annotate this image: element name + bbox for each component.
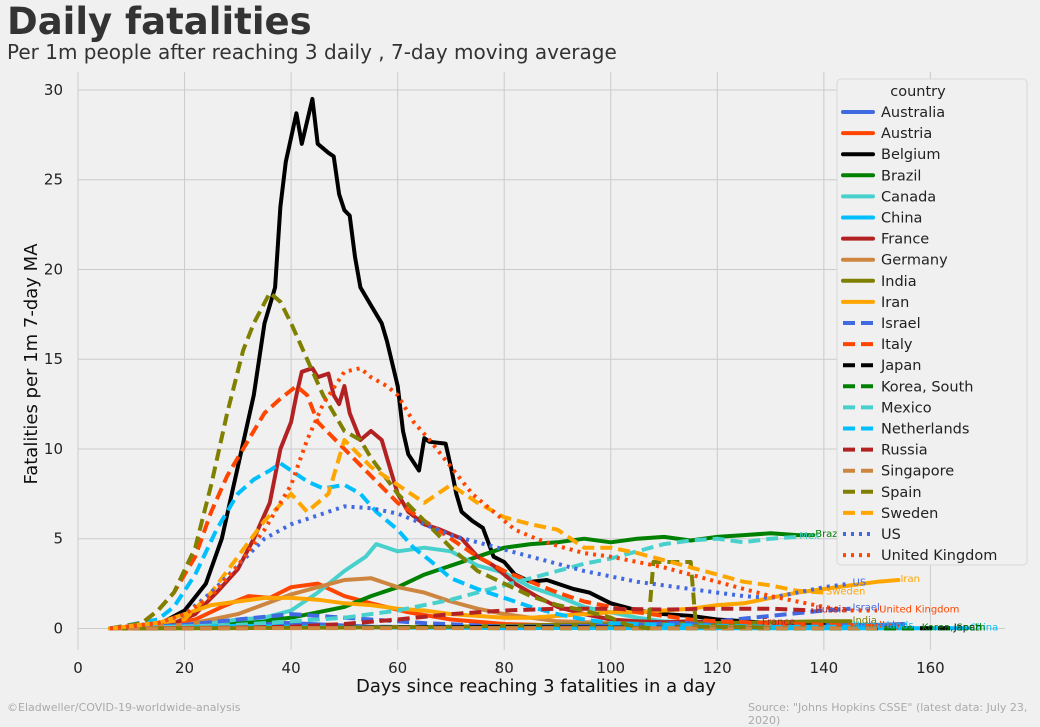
legend-label: Australia — [881, 105, 945, 121]
series-end-label: France — [762, 617, 795, 628]
series-end-label: Mex — [799, 531, 820, 542]
series-end-label: US — [853, 578, 867, 589]
footer-source: Source: "Johns Hopkins CSSE" (latest dat… — [748, 701, 1040, 727]
x-tick-label: 100 — [596, 659, 625, 677]
legend-label: India — [881, 274, 917, 290]
legend-label: Russia — [881, 443, 928, 459]
legend-label: Italy — [881, 337, 913, 353]
legend-label: Austria — [881, 126, 932, 142]
legend-label: Korea, South — [881, 379, 973, 395]
legend: country Australia Austria Belgium Brazil Can… — [837, 79, 1027, 565]
series-end-label: Korea, South — [922, 622, 986, 633]
series-end-label: Iran — [900, 574, 920, 585]
y-tick-label: 0 — [53, 619, 63, 637]
legend-label: Belgium — [881, 147, 940, 163]
y-tick-label: 25 — [44, 171, 63, 189]
y-tick-label: 15 — [44, 350, 63, 368]
legend-label: United Kingdom — [881, 548, 997, 564]
legend-label: Mexico — [881, 400, 932, 416]
x-axis-label: Days since reaching 3 fatalities in a da… — [356, 676, 716, 697]
series-line — [110, 368, 760, 628]
legend-title: country — [890, 84, 946, 100]
legend-label: Brazil — [881, 168, 921, 184]
legend-label: Sweden — [881, 506, 938, 522]
legend-label: Canada — [881, 189, 936, 205]
legend-label: US — [881, 527, 901, 543]
legend-label: Iran — [881, 295, 909, 311]
x-tick-label: 160 — [916, 659, 945, 677]
y-tick-label: 5 — [53, 530, 63, 548]
series-end-label: United Kingdom — [879, 605, 959, 616]
legend-label: Netherlands — [881, 422, 969, 438]
y-axis-label: Fatalities per 1m 7-day MA — [21, 243, 42, 485]
x-tick-label: 60 — [388, 659, 407, 677]
footer-credit: ©Eladweller/COVID-19-worldwide-analysis — [7, 701, 241, 714]
x-tick-label: 0 — [73, 659, 83, 677]
legend-label: Japan — [880, 358, 921, 374]
series-end-label: Russia — [815, 605, 847, 616]
legend-label: France — [881, 232, 929, 248]
x-tick-label: 40 — [282, 659, 301, 677]
x-tick-label: 80 — [495, 659, 514, 677]
y-tick-label: 30 — [44, 81, 63, 99]
legend-label: Israel — [881, 316, 921, 332]
y-tick-label: 10 — [44, 440, 63, 458]
legend-label: Germany — [881, 253, 948, 269]
legend-label: Singapore — [881, 464, 954, 480]
y-tick-label: 20 — [44, 260, 63, 278]
x-tick-label: 120 — [703, 659, 732, 677]
x-tick-label: 20 — [175, 659, 194, 677]
legend-label: China — [881, 211, 922, 227]
legend-label: Spain — [881, 485, 922, 501]
series-end-label: Israel — [853, 603, 880, 614]
series-end-label: Netherlands — [853, 621, 914, 632]
x-tick-label: 140 — [810, 659, 839, 677]
